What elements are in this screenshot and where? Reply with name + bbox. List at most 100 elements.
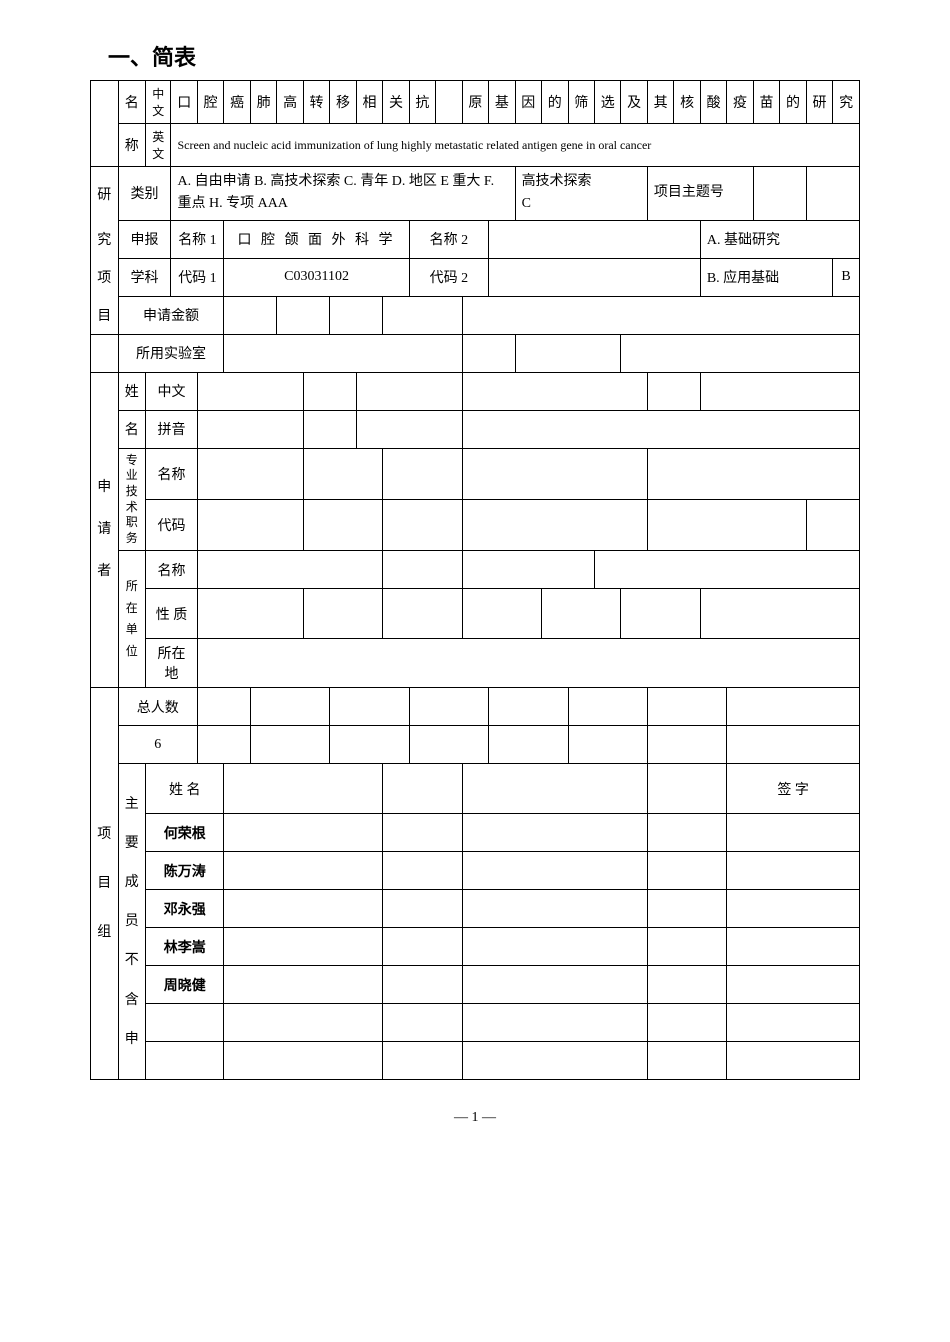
- empty: [700, 372, 859, 410]
- cn-char: 及: [621, 81, 647, 124]
- empty: [383, 296, 462, 334]
- empty: [806, 500, 859, 551]
- cn-char: 肺: [250, 81, 276, 124]
- empty: [303, 410, 356, 448]
- member-name: [146, 1004, 224, 1042]
- empty: [383, 966, 462, 1004]
- cn-char: 口: [171, 81, 197, 124]
- empty: [197, 448, 303, 499]
- lab-label: 所用实验室: [118, 334, 224, 372]
- cn-char: 筛: [568, 81, 594, 124]
- empty: [462, 852, 647, 890]
- empty: [727, 814, 860, 852]
- side-项: 项: [91, 258, 119, 296]
- cn-char: 的: [542, 81, 568, 124]
- name2-label: 名称 2: [409, 220, 488, 258]
- empty: [383, 928, 462, 966]
- type-b: B. 应用基础: [700, 258, 832, 296]
- code2-value: [489, 258, 701, 296]
- cn-char: 疫: [727, 81, 753, 124]
- cn-char: 抗: [409, 81, 435, 124]
- empty: [224, 814, 383, 852]
- empty: [462, 966, 647, 1004]
- member-name: 何荣根: [146, 814, 224, 852]
- empty: [197, 589, 303, 639]
- category-options: A. 自由申请 B. 高技术探索 C. 青年 D. 地区 E 重大 F. 重点 …: [171, 167, 515, 221]
- empty: [197, 726, 250, 764]
- empty: [250, 726, 329, 764]
- cn-char: 癌: [224, 81, 250, 124]
- member-name: 陈万涛: [146, 852, 224, 890]
- cn-char: 原: [462, 81, 488, 124]
- empty: [727, 1004, 860, 1042]
- member-name: 邓永强: [146, 890, 224, 928]
- empty: [409, 688, 488, 726]
- side-empty: [91, 334, 119, 372]
- empty: [489, 688, 568, 726]
- empty: [462, 296, 859, 334]
- cn-char: 腔: [197, 81, 223, 124]
- side-research: [91, 81, 119, 167]
- member-name: [146, 1042, 224, 1080]
- name-姓: 姓: [118, 372, 146, 410]
- empty: [647, 372, 700, 410]
- empty: [462, 589, 541, 639]
- apply-label: 申报: [118, 220, 171, 258]
- side-目: 目: [91, 296, 119, 334]
- code2-label: 代码 2: [409, 258, 488, 296]
- empty: [462, 764, 647, 814]
- empty: [197, 551, 382, 589]
- empty: [303, 500, 382, 551]
- prof-label: 专业技术职务: [118, 448, 146, 551]
- side-applicant: 申请者: [91, 372, 119, 688]
- empty: [727, 688, 860, 726]
- member-side: 主要成员不含申: [118, 764, 146, 1080]
- unit-location: 所在地: [146, 639, 198, 688]
- empty: [224, 890, 383, 928]
- empty: [727, 890, 860, 928]
- empty: [330, 296, 383, 334]
- empty: [277, 296, 330, 334]
- empty: [383, 1042, 462, 1080]
- empty: [303, 448, 382, 499]
- name-header: 姓 名: [146, 764, 224, 814]
- cn-char: 酸: [700, 81, 726, 124]
- page-number: ― 1 ―: [90, 1110, 860, 1126]
- empty: [727, 966, 860, 1004]
- empty: [224, 334, 462, 372]
- empty: [647, 764, 726, 814]
- member-name: 周晓健: [146, 966, 224, 1004]
- name2-value: [489, 220, 701, 258]
- empty: [356, 410, 462, 448]
- empty: [383, 852, 462, 890]
- cn-char: 关: [383, 81, 409, 124]
- empty: [568, 688, 647, 726]
- empty: [224, 1042, 383, 1080]
- empty: [700, 589, 859, 639]
- empty: [383, 551, 462, 589]
- empty: [330, 688, 409, 726]
- empty: [462, 410, 859, 448]
- category-theme: 项目主题号: [647, 167, 753, 221]
- cn-char: 选: [594, 81, 620, 124]
- cn-char: 其: [647, 81, 673, 124]
- empty: [647, 928, 726, 966]
- empty: [462, 1042, 647, 1080]
- empty: [462, 372, 647, 410]
- empty: [727, 852, 860, 890]
- empty: [594, 551, 859, 589]
- prof-name: 名称: [146, 448, 198, 499]
- empty: [224, 764, 383, 814]
- empty: [647, 1042, 726, 1080]
- empty: [568, 726, 647, 764]
- empty: [462, 1004, 647, 1042]
- empty: [383, 589, 462, 639]
- cn-char: 究: [833, 81, 860, 124]
- empty: [621, 334, 860, 372]
- total-label: 总人数: [118, 688, 197, 726]
- cn-char: 因: [515, 81, 541, 124]
- empty: [330, 726, 409, 764]
- cn-label: 中文: [146, 372, 198, 410]
- empty: [647, 890, 726, 928]
- empty: [647, 814, 726, 852]
